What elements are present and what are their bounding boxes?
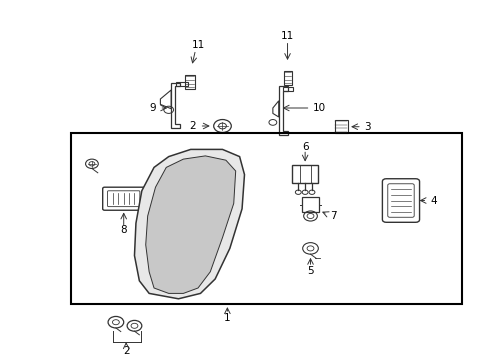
Polygon shape — [134, 149, 244, 299]
Bar — [283, 71, 292, 85]
Text: 7: 7 — [329, 211, 336, 221]
Text: 2: 2 — [188, 121, 195, 131]
Text: 6: 6 — [301, 141, 308, 152]
Text: 4: 4 — [429, 195, 436, 206]
Text: 5: 5 — [306, 266, 313, 276]
Text: 10: 10 — [312, 103, 325, 113]
Text: 8: 8 — [120, 225, 127, 235]
Bar — [176, 82, 188, 86]
Text: 1: 1 — [224, 312, 230, 323]
Bar — [334, 120, 347, 133]
Bar — [292, 165, 317, 183]
Polygon shape — [145, 156, 235, 293]
Text: 3: 3 — [364, 122, 370, 132]
Text: 9: 9 — [148, 103, 155, 113]
Bar — [184, 75, 194, 89]
Text: 11: 11 — [191, 40, 204, 50]
Text: 11: 11 — [280, 31, 294, 41]
Bar — [301, 197, 319, 212]
Bar — [282, 87, 293, 91]
Text: 2: 2 — [122, 346, 129, 356]
Bar — [71, 133, 461, 304]
